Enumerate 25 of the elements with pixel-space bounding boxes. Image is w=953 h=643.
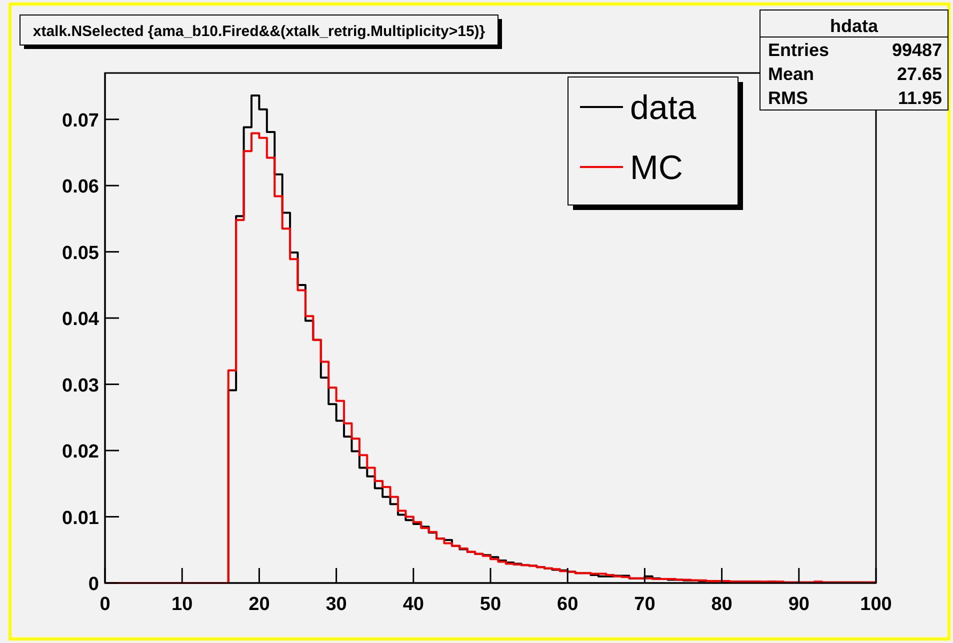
legend-label: data xyxy=(630,89,696,127)
text: hdata xyxy=(830,16,879,36)
x-tick-label: 20 xyxy=(248,594,270,615)
x-tick-label: 50 xyxy=(480,594,502,615)
text: Mean 27.65 xyxy=(768,64,942,84)
x-tick-label: 80 xyxy=(711,594,732,615)
x-tick-label: 40 xyxy=(402,594,424,615)
y-tick-label: 0.04 xyxy=(62,309,100,330)
x-tick-label: 70 xyxy=(634,594,656,615)
x-tick-label: 60 xyxy=(557,594,578,615)
chart-title: xtalk.NSelected {ama_b10.Fired&&(xtalk_retrig.Multiplicity>15)} xyxy=(32,23,486,40)
legend-label: MC xyxy=(630,149,683,187)
x-tick-label: 30 xyxy=(326,594,347,615)
y-tick-label: 0.02 xyxy=(62,442,99,463)
y-tick-label: 0.06 xyxy=(62,176,99,198)
x-tick-label: 100 xyxy=(860,594,892,615)
x-tick-label: 10 xyxy=(172,594,193,615)
y-tick-label: 0 xyxy=(88,574,99,595)
text: RMS 11.95 xyxy=(768,88,942,108)
text: Entries 99487 xyxy=(768,40,942,60)
y-tick-label: 0.03 xyxy=(62,375,99,396)
y-tick-label: 0.01 xyxy=(62,508,100,529)
x-tick-label: 90 xyxy=(788,594,810,615)
y-tick-label: 0.07 xyxy=(62,110,99,132)
y-tick-label: 0.05 xyxy=(62,242,100,264)
